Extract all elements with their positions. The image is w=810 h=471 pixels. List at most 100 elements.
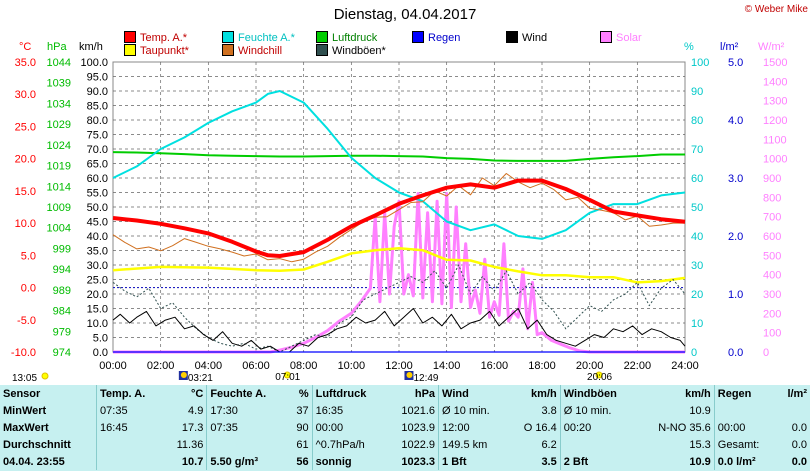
legend-label: Regen <box>428 32 461 44</box>
x-tick-label: 02:00 <box>147 360 175 372</box>
temp-axis-tick: -5.0 <box>17 315 36 327</box>
wind-axis-tick: 5.0 <box>93 333 108 345</box>
legend-item: Luftdruck <box>316 31 377 44</box>
solar-axis-tick: 1200 <box>763 115 787 127</box>
solar-axis-tick: 600 <box>763 231 781 243</box>
pressure-axis-tick: 1014 <box>47 181 71 193</box>
stats-row: MinWert 07:35 4.9 17:30 37 16:35 1021.6 Ø 10 mi… <box>0 402 810 419</box>
legend-swatch <box>124 31 136 43</box>
legend-swatch <box>316 44 328 56</box>
pressure-axis-tick: 1039 <box>47 78 71 90</box>
legend-swatch <box>316 31 328 43</box>
wind-axis-tick: 25.0 <box>87 275 108 287</box>
temp-axis-tick: 20.0 <box>15 154 36 166</box>
stats-cell: 15.3 <box>689 438 711 451</box>
legend-item: Wind <box>506 31 547 44</box>
stats-cell <box>206 436 288 453</box>
stats-cell: 10.9 <box>689 404 711 417</box>
solar-axis-tick: 1300 <box>763 96 787 108</box>
humidity-axis-tick: 60 <box>691 173 703 185</box>
legend-swatch <box>506 31 518 43</box>
stats-cell: 4.9 <box>188 404 204 417</box>
pressure-axis-tick: 974 <box>53 347 71 359</box>
stats-cell: Sensor <box>3 387 41 400</box>
stats-cell: 6.2 <box>541 438 557 451</box>
rain-axis-tick: 5.0 <box>728 57 743 69</box>
stats-cell: sonnig <box>311 453 387 470</box>
temp-axis-tick: -10.0 <box>11 347 36 359</box>
solar-axis-tick: 400 <box>763 270 781 282</box>
rain-axis-tick: 1.0 <box>728 289 743 301</box>
marker-time: 13:05 <box>12 373 37 384</box>
wind-axis-tick: 85.0 <box>87 101 108 113</box>
wind-axis-tick: 50.0 <box>87 202 108 214</box>
stats-cell: 1023.9 <box>401 421 436 434</box>
stats-cell: km/h <box>685 387 711 400</box>
rain-unit: l/m² <box>720 41 739 53</box>
legend-item: Taupunkt* <box>124 44 189 57</box>
pressure-axis-tick: 1019 <box>47 161 71 173</box>
pressure-axis-tick: 994 <box>53 264 71 276</box>
series-line-wind <box>112 308 686 353</box>
legend-label: Feuchte A.* <box>238 32 295 44</box>
solar-unit: W/m² <box>758 41 785 53</box>
stats-cell: 90 <box>296 421 309 434</box>
stats-cell: 1 Bft <box>438 453 509 470</box>
chart-markers: 13:05 03:21 07:01 12:49 20:06 <box>12 371 613 384</box>
stats-cell: 10.7 <box>181 455 204 468</box>
moon-icon <box>406 372 413 378</box>
wind-axis-tick: 55.0 <box>87 188 108 200</box>
legend-label: Taupunkt* <box>140 45 189 57</box>
moon-icon <box>180 372 187 378</box>
stats-cell: 149.5 km <box>438 436 509 453</box>
stats-cell: 61 <box>296 438 309 451</box>
marker-time: 12:49 <box>413 373 438 384</box>
stats-row: 04.04. 23:55 10.7 5.50 g/m³ 56 sonnig 1023.3 1… <box>0 453 810 470</box>
stats-cell: O 16.4 <box>523 421 557 434</box>
temp-axis-tick: 35.0 <box>15 57 36 69</box>
temp-unit: °C <box>19 41 31 53</box>
wind-axis-tick: 75.0 <box>87 130 108 142</box>
weather-chart: 00:00 02:00 04:00 06:00 08:00 10:00 12:00 14:00… <box>11 41 788 384</box>
x-tick-label: 06:00 <box>242 360 270 372</box>
legend-item: Solar <box>600 31 642 44</box>
stats-row: MaxWert 16:45 17.3 07:35 90 00:00 1023.9 12:00 O… <box>0 419 810 436</box>
legend-label: Solar <box>616 32 642 44</box>
wind-axis-tick: 90.0 <box>87 86 108 98</box>
solar-axis-tick: 1400 <box>763 76 787 88</box>
solar-axis-tick: 100 <box>763 328 781 340</box>
series-line-tempa <box>112 178 686 258</box>
stats-cell: 0.0 <box>791 438 807 451</box>
x-tick-label: 24:00 <box>671 360 699 372</box>
stats-cell: 17:30 <box>206 402 288 419</box>
stats-cell: 12:00 <box>438 419 509 436</box>
humidity-axis-tick: 30 <box>691 260 703 272</box>
x-tick-label: 16:00 <box>481 360 509 372</box>
stats-cell: Ø 10 min. <box>438 402 509 419</box>
stats-cell: Temp. A. <box>96 385 164 402</box>
marker-time: 20:06 <box>587 372 612 383</box>
pressure-axis-tick: 989 <box>53 285 71 297</box>
legend-item: Regen <box>412 31 460 44</box>
legend-label: Temp. A.* <box>140 32 188 44</box>
solar-axis-tick: 500 <box>763 250 781 262</box>
x-tick-label: 08:00 <box>290 360 318 372</box>
solar-axis-tick: 1500 <box>763 57 787 69</box>
copyright: © Weber Mike <box>744 4 808 15</box>
humidity-axis-tick: 0 <box>691 347 697 359</box>
marker-time: 07:01 <box>275 372 300 383</box>
legend-item: Temp. A.* <box>124 31 187 44</box>
temp-axis-tick: 0.0 <box>21 283 36 295</box>
stats-cell: 3.8 <box>541 404 557 417</box>
stats-cell <box>559 436 638 453</box>
marker-time: 03:21 <box>188 373 213 384</box>
wind-axis-tick: 20.0 <box>87 289 108 301</box>
stats-row: Sensor Temp. A. °C Feuchte A.% Luftdruck hPa W… <box>0 385 810 402</box>
wind-unit: km/h <box>79 41 103 53</box>
stats-cell: 07:35 <box>96 402 164 419</box>
x-tick-label: 14:00 <box>433 360 461 372</box>
stats-cell: °C <box>190 387 204 400</box>
stats-cell: 10.9 <box>689 455 711 468</box>
x-tick-label: 12:00 <box>385 360 413 372</box>
